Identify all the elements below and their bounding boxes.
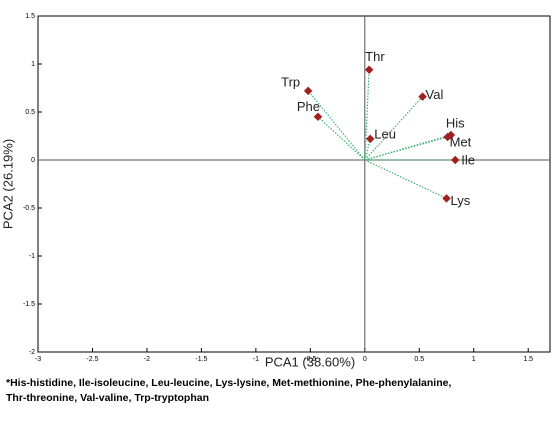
x-tick-label: -1 [253,356,259,363]
y-tick-label: 0.5 [25,109,35,116]
plot-frame [37,15,551,353]
point-label: Lys [451,193,471,208]
x-tick-label: 0 [363,356,367,363]
loading-vector [364,96,423,161]
footnote-line: Thr-threonine, Val-valine, Trp-tryptopha… [6,392,210,404]
x-axis-title: PCA1 (38.60%) [265,354,355,369]
point-label: Thr [365,49,385,64]
point [313,112,323,122]
y-tick-label: -1.5 [23,301,35,308]
point-label: Leu [374,126,396,141]
y-tick-label: 1.5 [25,13,35,20]
chart: PCA1 (38.60%) PCA2 (26.19%) -3 -2.5 -2 -1.5… [0,13,551,369]
y-tick-label: -0.5 [23,205,35,212]
x-tick-label: 1 [472,356,476,363]
x-tick-label: 0.5 [414,356,424,363]
y-tick-label: 0 [31,157,35,164]
point-label: Ile [461,152,475,167]
x-tick-label: -0.5 [304,356,316,363]
x-tick-label: -3 [35,356,41,363]
footnote: *His-histidine, Ile-isoleucine, Leu-leuc… [6,376,552,406]
y-tick-label: -2 [29,349,35,356]
x-tick-label: -1.5 [195,356,207,363]
point-label: Trp [281,74,300,89]
point [366,134,375,144]
loading-vector [364,136,448,161]
point [442,194,451,203]
y-axis-title: PCA2 (26.19%) [0,139,15,229]
loading-vector [364,69,370,161]
point [303,86,313,96]
x-tick-label: 1.5 [523,356,533,363]
point-label: His [446,115,465,130]
footnote-line: *His-histidine, Ile-isoleucine, Leu-leuc… [6,377,452,389]
point [418,92,427,101]
point-label: Phe [297,99,320,114]
point [443,132,452,142]
x-tick-label: -2 [144,356,150,363]
point [450,155,460,165]
x-tick-label: -2.5 [86,356,98,363]
y-tick-label: -1 [29,253,35,260]
loading-vector [364,138,371,161]
point-label: Met [450,134,472,149]
loading-vector [364,159,447,199]
point [364,65,374,75]
y-tick-label: 1 [31,61,35,68]
point-label: Val [426,87,444,102]
loading-vector [317,116,366,161]
